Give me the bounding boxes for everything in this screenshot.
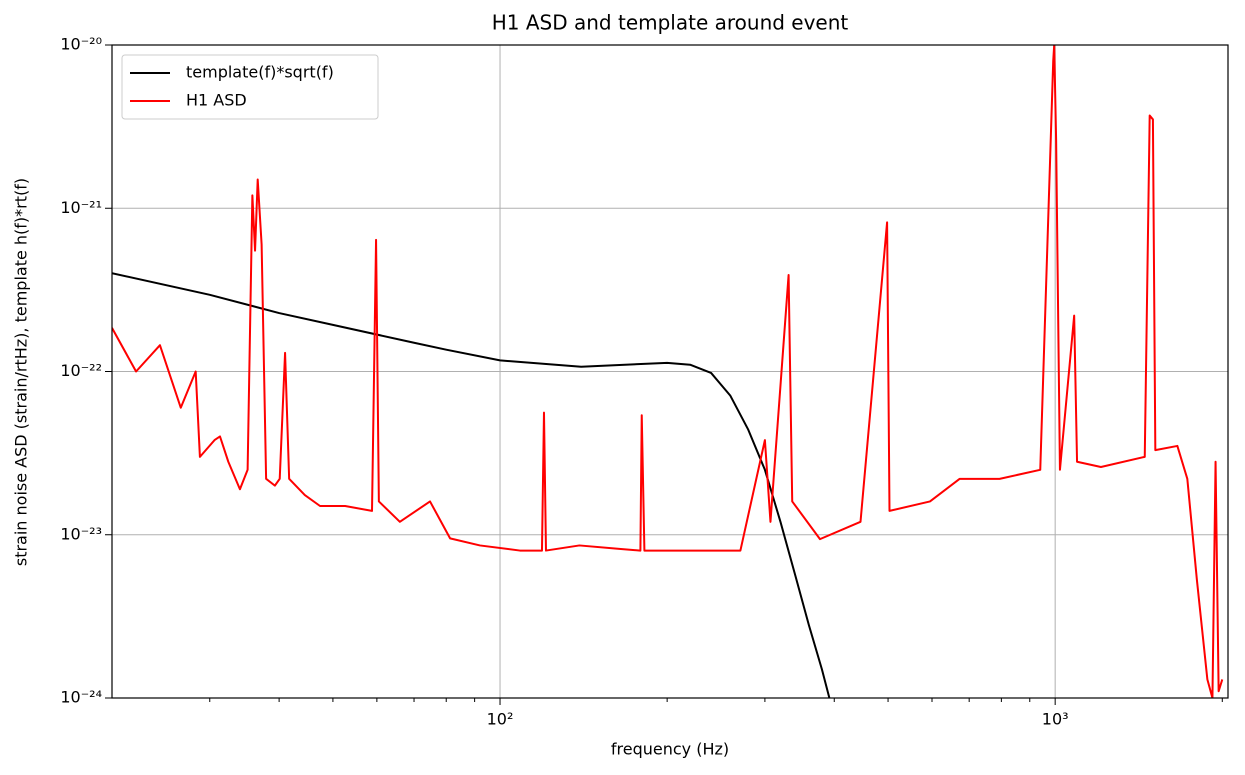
legend: template(f)*sqrt(f) H1 ASD bbox=[121, 54, 379, 120]
y-tick-label: 10⁻²² bbox=[60, 361, 102, 380]
x-tick-label: 10³ bbox=[1042, 710, 1069, 729]
y-tick-label: 10⁻²¹ bbox=[60, 198, 102, 217]
y-tick-label: 10⁻²³ bbox=[60, 524, 102, 543]
legend-label: H1 ASD bbox=[186, 91, 247, 110]
x-axis-label: frequency (Hz) bbox=[611, 740, 729, 759]
x-tick-label: 10² bbox=[487, 710, 514, 729]
legend-box bbox=[121, 54, 379, 120]
ticks: 10² 10³ 10⁻²⁴ 10⁻²³ 10⁻²² 10⁻²¹ 10⁻²⁰ bbox=[60, 35, 1223, 729]
y-tick-label: 10⁻²⁰ bbox=[60, 35, 102, 54]
series-line bbox=[112, 45, 1224, 698]
y-axis-label: strain noise ASD (strain/rtHz), template… bbox=[12, 178, 31, 566]
chart-title: H1 ASD and template around event bbox=[492, 11, 849, 35]
series-line bbox=[112, 272, 831, 698]
y-tick-label: 10⁻²⁴ bbox=[60, 688, 102, 707]
legend-label: template(f)*sqrt(f) bbox=[186, 63, 334, 82]
plot-area bbox=[112, 45, 1224, 698]
